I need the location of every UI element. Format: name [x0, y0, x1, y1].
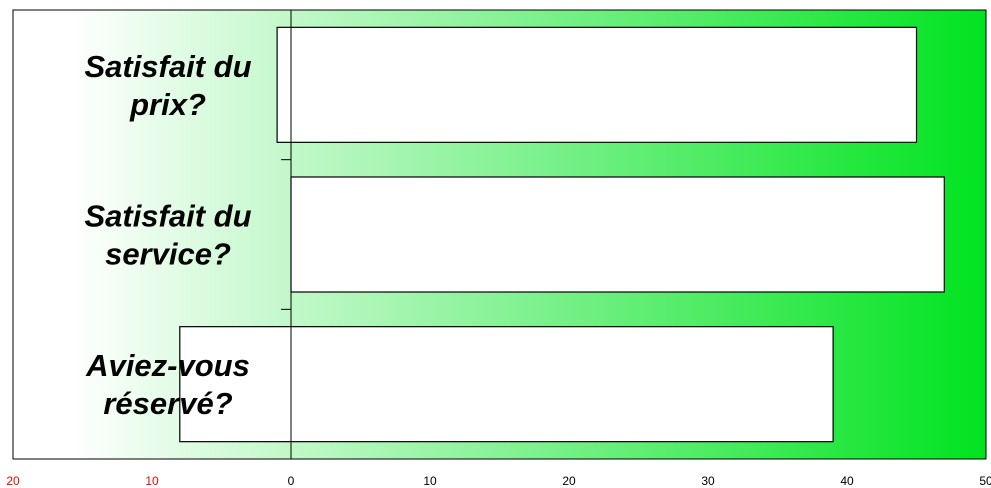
x-tick-label: 10	[145, 474, 159, 488]
category-label-line: Satisfait du	[84, 199, 251, 234]
x-axis-ticks: 20 10 0 10 20 30 40 50	[6, 474, 991, 488]
bars-group	[179, 26, 945, 443]
x-tick-label: 20	[562, 474, 576, 488]
x-tick-label: 30	[701, 474, 715, 488]
category-label-line: réservé?	[103, 386, 232, 421]
bar-3	[179, 326, 834, 443]
bar-2	[290, 176, 945, 293]
category-axis	[281, 9, 292, 460]
x-tick-label: 20	[6, 474, 20, 488]
x-tick-label: 50	[979, 474, 991, 488]
x-tick-label: 10	[423, 474, 437, 488]
category-label-line: prix?	[129, 87, 206, 122]
x-tick-label: 0	[288, 474, 295, 488]
category-label-line: Satisfait du	[84, 49, 251, 84]
x-tick-label: 40	[840, 474, 854, 488]
category-label-line: Aviez-vous	[85, 348, 250, 383]
category-label-line: service?	[105, 237, 231, 272]
bar-1	[276, 26, 918, 143]
